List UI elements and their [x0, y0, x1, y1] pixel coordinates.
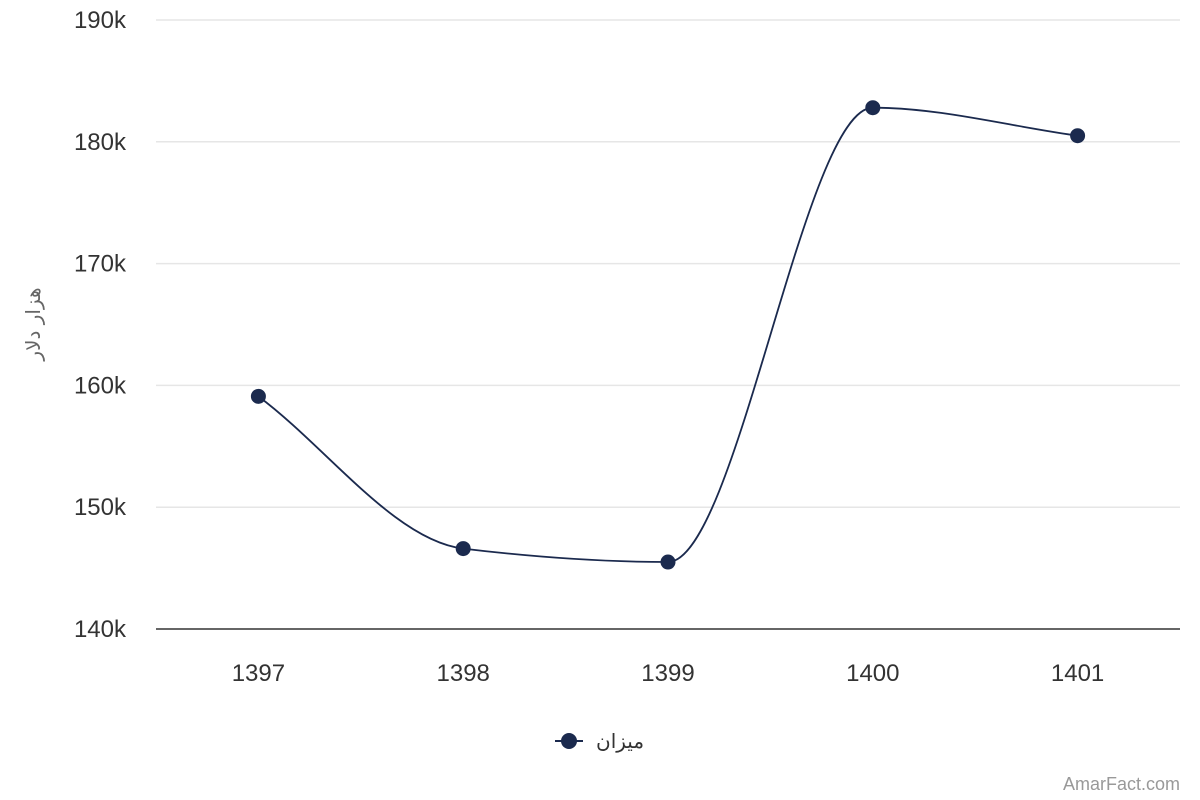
x-tick-label: 1400	[846, 660, 899, 687]
legend-label: میزان	[596, 729, 644, 753]
series-points	[250, 100, 1086, 570]
legend[interactable]: میزان	[555, 729, 644, 753]
y-axis-title: هزار دلار	[21, 287, 45, 361]
credit-link[interactable]: AmarFact.com	[1063, 774, 1180, 794]
y-tick-label: 150k	[74, 494, 127, 521]
x-tick-label: 1397	[232, 660, 285, 687]
y-tick-label: 190k	[74, 7, 127, 34]
y-axis-tick-labels: 140k 150k 160k 170k 180k 190k	[74, 7, 127, 643]
y-tick-label: 140k	[74, 616, 127, 643]
y-tick-label: 160k	[74, 372, 127, 399]
y-tick-label: 180k	[74, 129, 127, 156]
data-point[interactable]	[1070, 128, 1086, 144]
x-tick-label: 1401	[1051, 660, 1104, 687]
y-tick-label: 170k	[74, 251, 127, 278]
legend-marker-icon	[561, 733, 577, 749]
data-point[interactable]	[865, 100, 881, 116]
data-point[interactable]	[250, 388, 266, 404]
data-point[interactable]	[660, 554, 676, 570]
x-axis-tick-labels: 1397 1398 1399 1400 1401	[232, 660, 1105, 687]
x-tick-label: 1399	[641, 660, 694, 687]
grid-lines	[156, 19, 1180, 508]
x-tick-label: 1398	[437, 660, 490, 687]
data-point[interactable]	[455, 541, 471, 557]
series-line	[257, 106, 1078, 563]
